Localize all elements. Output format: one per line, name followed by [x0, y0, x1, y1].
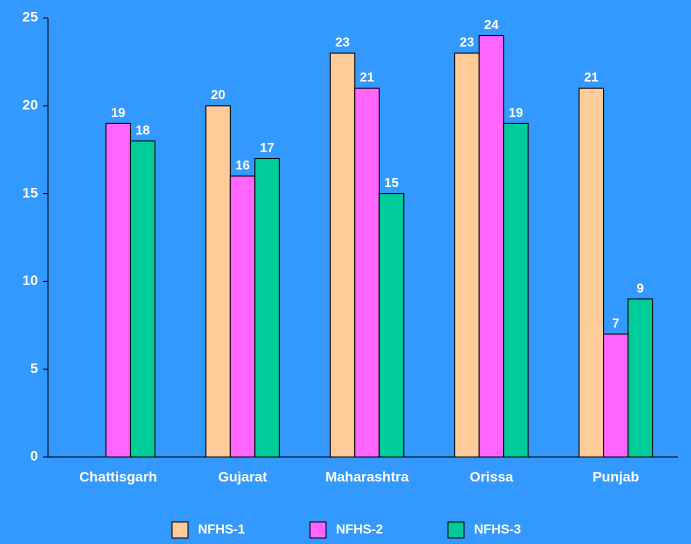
x-tick-label: Gujarat	[218, 469, 267, 485]
x-tick-label: Maharashtra	[325, 469, 408, 485]
value-label: 24	[484, 17, 499, 32]
x-tick-label: Chattisgarh	[79, 469, 157, 485]
value-label: 9	[637, 280, 644, 295]
bar	[378, 193, 405, 458]
y-tick-label: 10	[22, 272, 38, 288]
legend-label: NFHS-3	[474, 521, 521, 536]
legend-label: NFHS-1	[198, 521, 245, 536]
legend-swatch	[447, 521, 465, 539]
value-label: 17	[260, 140, 274, 155]
value-label: 21	[360, 70, 374, 85]
value-label: 16	[235, 157, 249, 172]
y-tick-label: 20	[22, 97, 38, 113]
value-label: 20	[211, 87, 225, 102]
bar	[627, 298, 654, 458]
bar	[105, 122, 131, 458]
bar	[229, 175, 256, 458]
y-tick-label: 15	[22, 184, 38, 200]
value-label: 19	[509, 105, 523, 120]
bar	[603, 333, 629, 458]
y-tick-label: 25	[22, 9, 38, 25]
bar	[354, 87, 380, 458]
bar	[205, 105, 231, 458]
legend-swatch	[171, 521, 189, 539]
value-label: 23	[335, 35, 349, 50]
x-tick-label: Orissa	[470, 469, 514, 485]
x-tick-label: Punjab	[592, 469, 639, 485]
bar	[454, 52, 480, 458]
bar	[329, 52, 356, 458]
value-label: 23	[460, 35, 474, 50]
value-label: 21	[584, 70, 598, 85]
bar	[578, 87, 605, 458]
value-label: 7	[612, 316, 619, 331]
y-tick-label: 0	[30, 448, 38, 464]
legend-swatch	[309, 521, 327, 539]
legend-label: NFHS-2	[336, 521, 383, 536]
value-label: 15	[384, 175, 398, 190]
y-tick-label: 5	[30, 360, 38, 376]
bar	[129, 140, 156, 458]
bar	[503, 122, 529, 458]
value-label: 18	[135, 122, 149, 137]
bar	[254, 157, 280, 458]
value-label: 19	[111, 105, 125, 120]
bar	[478, 35, 505, 458]
